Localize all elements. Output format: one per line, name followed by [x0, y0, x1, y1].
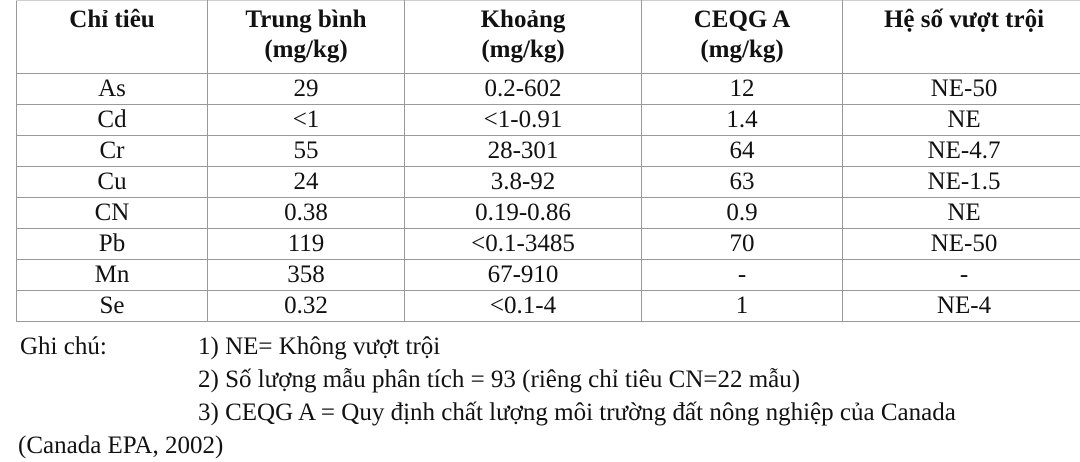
- cell-ceqg: 12: [642, 74, 843, 105]
- cell-mean: 119: [208, 229, 405, 260]
- cell-ceqg: 1: [642, 291, 843, 322]
- cell-exceedance: NE-4: [843, 291, 1080, 322]
- note-item: 3) CEQG A = Quy định chất lượng môi trườ…: [198, 396, 956, 429]
- cell-ceqg: 64: [642, 136, 843, 167]
- table-row: Cd <1 <1-0.91 1.4 NE: [17, 105, 1080, 136]
- document-page: Chỉ tiêu Trung bình (mg/kg) Khoảng (mg/k…: [0, 0, 1080, 446]
- cell-ceqg: 0.9: [642, 198, 843, 229]
- cell-ceqg: 1.4: [642, 105, 843, 136]
- cell-range: 28-301: [405, 136, 642, 167]
- cell-indicator: Mn: [17, 260, 208, 291]
- cell-mean: 29: [208, 74, 405, 105]
- cell-ceqg: 70: [642, 229, 843, 260]
- cell-range: <1-0.91: [405, 105, 642, 136]
- table-row: CN 0.38 0.19-0.86 0.9 NE: [17, 198, 1080, 229]
- cell-indicator: Pb: [17, 229, 208, 260]
- header-line-1: Khoảng: [405, 5, 641, 35]
- header-cell-range: Khoảng (mg/kg): [405, 1, 642, 74]
- table-row: Se 0.32 <0.1-4 1 NE-4: [17, 291, 1080, 322]
- table-notes: Ghi chú: 1) NE= Không vượt trội 2) Số lư…: [20, 330, 1080, 462]
- header-cell-mean: Trung bình (mg/kg): [208, 1, 405, 74]
- header-line-2: (mg/kg): [208, 35, 404, 65]
- table-row: As 29 0.2-602 12 NE-50: [17, 74, 1080, 105]
- note-item: 2) Số lượng mẫu phân tích = 93 (riêng ch…: [198, 363, 800, 396]
- cell-indicator: Cu: [17, 167, 208, 198]
- cell-exceedance: NE-50: [843, 229, 1080, 260]
- header-line-1: Hệ số vượt trội: [843, 5, 1080, 35]
- cell-range: <0.1-4: [405, 291, 642, 322]
- cell-exceedance: -: [843, 260, 1080, 291]
- header-cell-exceedance: Hệ số vượt trội: [843, 1, 1080, 74]
- cell-mean: 55: [208, 136, 405, 167]
- notes-label: Ghi chú:: [20, 330, 107, 363]
- note-line: 2) Số lượng mẫu phân tích = 93 (riêng ch…: [20, 363, 1080, 396]
- cell-indicator: Cr: [17, 136, 208, 167]
- table-row: Pb 119 <0.1-3485 70 NE-50: [17, 229, 1080, 260]
- cell-ceqg: 63: [642, 167, 843, 198]
- note-line: Ghi chú: 1) NE= Không vượt trội: [20, 330, 1080, 363]
- header-line-2: (mg/kg): [405, 35, 641, 65]
- cell-indicator: Se: [17, 291, 208, 322]
- cell-range: 0.2-602: [405, 74, 642, 105]
- header-cell-indicator: Chỉ tiêu: [17, 1, 208, 74]
- cell-mean: 0.38: [208, 198, 405, 229]
- cell-range: 67-910: [405, 260, 642, 291]
- cell-mean: 24: [208, 167, 405, 198]
- cell-mean: 0.32: [208, 291, 405, 322]
- cell-range: 0.19-0.86: [405, 198, 642, 229]
- cell-indicator: CN: [17, 198, 208, 229]
- cell-ceqg: -: [642, 260, 843, 291]
- note-item: 1) NE= Không vượt trội: [198, 330, 440, 363]
- table-header-row: Chỉ tiêu Trung bình (mg/kg) Khoảng (mg/k…: [17, 1, 1080, 74]
- cell-exceedance: NE: [843, 198, 1080, 229]
- cell-mean: 358: [208, 260, 405, 291]
- cell-range: 3.8-92: [405, 167, 642, 198]
- heavy-metal-table: Chỉ tiêu Trung bình (mg/kg) Khoảng (mg/k…: [16, 0, 1080, 322]
- cell-mean: <1: [208, 105, 405, 136]
- header-line-1: Trung bình: [208, 5, 404, 35]
- header-line-1: CEQG A: [642, 5, 842, 35]
- header-line-1: Chỉ tiêu: [17, 5, 207, 35]
- header-cell-ceqg: CEQG A (mg/kg): [642, 1, 843, 74]
- table-row: Mn 358 67-910 - -: [17, 260, 1080, 291]
- cell-exceedance: NE-50: [843, 74, 1080, 105]
- cell-indicator: Cd: [17, 105, 208, 136]
- cell-range: <0.1-3485: [405, 229, 642, 260]
- cell-indicator: As: [17, 74, 208, 105]
- header-line-2: (mg/kg): [642, 35, 842, 65]
- table-row: Cr 55 28-301 64 NE-4.7: [17, 136, 1080, 167]
- cell-exceedance: NE: [843, 105, 1080, 136]
- cell-exceedance: NE-4.7: [843, 136, 1080, 167]
- table-row: Cu 24 3.8-92 63 NE-1.5: [17, 167, 1080, 198]
- cell-exceedance: NE-1.5: [843, 167, 1080, 198]
- note-line: 3) CEQG A = Quy định chất lượng môi trườ…: [20, 396, 1080, 429]
